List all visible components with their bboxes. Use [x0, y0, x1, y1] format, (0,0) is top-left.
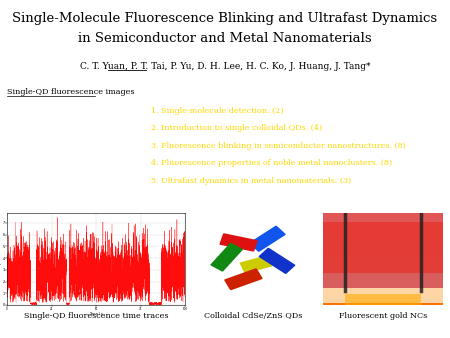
FancyBboxPatch shape: [210, 243, 243, 272]
Bar: [323, 252, 443, 255]
Bar: [323, 249, 443, 251]
Text: 5. Ultrafast dynamics in metal nanomaterials. (3): 5. Ultrafast dynamics in metal nanomater…: [151, 177, 351, 185]
Text: C. T. Yuan, P. T. Tai, P. Yu, D. H. Lee, H. C. Ko, J. Huang, J. Tang*: C. T. Yuan, P. T. Tai, P. Yu, D. H. Lee,…: [80, 62, 370, 71]
Bar: [323, 217, 443, 219]
Bar: [323, 303, 443, 304]
Bar: [323, 260, 443, 262]
Circle shape: [66, 143, 72, 148]
Circle shape: [76, 160, 99, 177]
Circle shape: [82, 164, 93, 173]
Bar: [345, 294, 421, 305]
Circle shape: [85, 166, 90, 170]
Bar: [323, 226, 443, 228]
Bar: [323, 277, 443, 279]
Bar: [323, 275, 443, 277]
Circle shape: [63, 141, 76, 150]
Text: in Semiconductor and Metal Nanomaterials: in Semiconductor and Metal Nanomaterials: [78, 32, 372, 45]
Y-axis label: Intensity (Counts/Bin): Intensity (Counts/Bin): [0, 240, 2, 279]
Circle shape: [56, 136, 82, 155]
Text: Single-QD fluorescence images: Single-QD fluorescence images: [7, 88, 135, 96]
Bar: [323, 228, 443, 230]
Text: 1. Single-molecule detection. (2): 1. Single-molecule detection. (2): [151, 107, 284, 115]
FancyBboxPatch shape: [224, 268, 263, 290]
Bar: [323, 251, 443, 252]
Bar: [323, 303, 443, 305]
Text: 3. Fluorescence blinking in semiconductor nanostructures. (8): 3. Fluorescence blinking in semiconducto…: [151, 142, 406, 150]
Bar: [323, 215, 443, 217]
Bar: [323, 303, 443, 304]
Bar: [323, 304, 443, 305]
Text: 4. Fluorescence properties of noble metal nanoclusters. (8): 4. Fluorescence properties of noble meta…: [151, 160, 392, 167]
Bar: [323, 245, 443, 247]
Bar: [323, 234, 443, 236]
Bar: [323, 262, 443, 264]
Text: Colloidal CdSe/ZnS QDs: Colloidal CdSe/ZnS QDs: [204, 312, 302, 320]
Bar: [323, 258, 443, 260]
Bar: [323, 273, 443, 275]
Bar: [323, 232, 443, 234]
Bar: [323, 264, 443, 266]
FancyBboxPatch shape: [220, 233, 258, 251]
FancyBboxPatch shape: [249, 226, 286, 252]
Text: Single-QD fluorescence time traces: Single-QD fluorescence time traces: [24, 312, 168, 320]
X-axis label: Time / s: Time / s: [89, 312, 103, 316]
Circle shape: [28, 125, 59, 147]
Bar: [323, 281, 443, 283]
Text: 2. Introduction to single colloidal QDs. (4): 2. Introduction to single colloidal QDs.…: [151, 124, 322, 132]
Bar: [323, 304, 443, 305]
Bar: [323, 304, 443, 305]
Bar: [323, 257, 443, 258]
Text: Single-Molecule Fluorescence Blinking and Ultrafast Dynamics: Single-Molecule Fluorescence Blinking an…: [13, 12, 437, 25]
Bar: [323, 220, 443, 222]
Bar: [323, 304, 443, 305]
Bar: [323, 224, 443, 226]
Bar: [323, 222, 443, 224]
Bar: [323, 268, 443, 270]
Bar: [323, 303, 443, 304]
Circle shape: [36, 130, 51, 142]
Bar: [323, 283, 443, 285]
Bar: [323, 271, 443, 273]
Bar: [323, 270, 443, 271]
Bar: [323, 241, 443, 243]
Bar: [323, 219, 443, 220]
Bar: [323, 213, 443, 215]
Bar: [323, 304, 443, 305]
Bar: [323, 285, 443, 287]
Bar: [323, 304, 443, 305]
Bar: [323, 266, 443, 268]
Bar: [323, 230, 443, 232]
Bar: [323, 288, 443, 305]
Circle shape: [49, 162, 56, 167]
Circle shape: [45, 159, 60, 170]
Bar: [323, 239, 443, 241]
Bar: [323, 236, 443, 238]
Bar: [323, 303, 443, 304]
FancyBboxPatch shape: [240, 254, 278, 274]
Bar: [323, 304, 443, 305]
Bar: [323, 303, 443, 304]
Text: Fluorescent gold NCs: Fluorescent gold NCs: [339, 312, 427, 320]
FancyBboxPatch shape: [259, 248, 295, 274]
Bar: [323, 304, 443, 305]
Bar: [323, 303, 443, 304]
Bar: [323, 243, 443, 245]
Bar: [323, 222, 443, 273]
Bar: [323, 238, 443, 239]
Bar: [323, 247, 443, 249]
Bar: [323, 279, 443, 281]
Bar: [323, 213, 443, 288]
Bar: [323, 255, 443, 257]
Circle shape: [40, 133, 47, 139]
Circle shape: [38, 154, 67, 175]
Bar: [323, 287, 443, 288]
